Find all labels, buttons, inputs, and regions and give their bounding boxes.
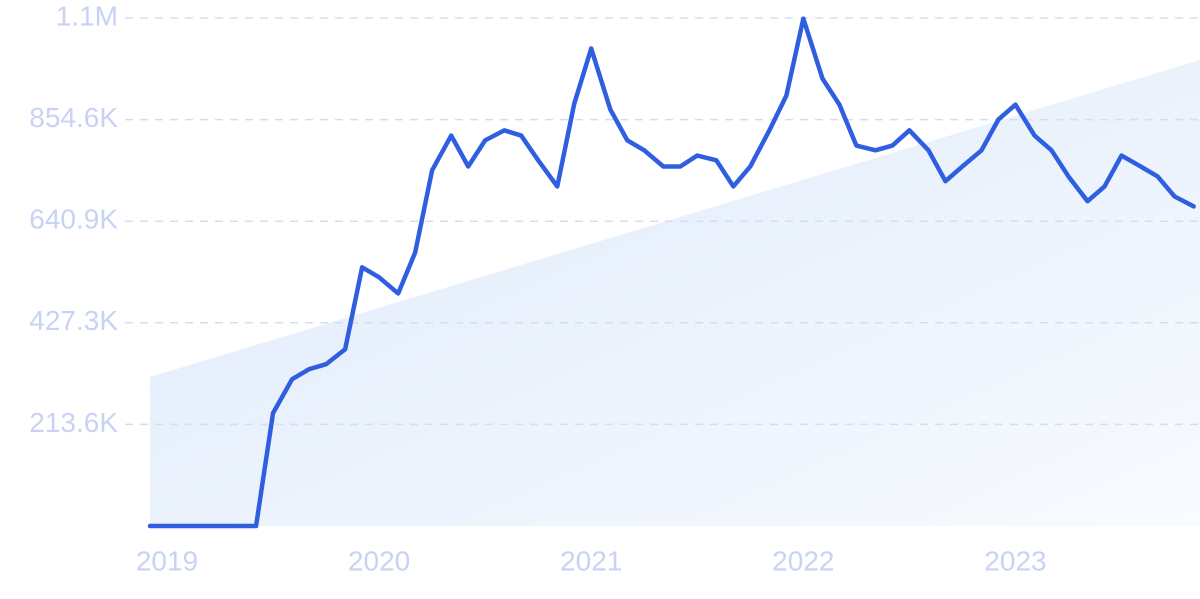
- y-tick-label: 1.1M: [56, 0, 118, 31]
- x-tick-label: 2022: [772, 545, 834, 576]
- y-tick-label: 427.3K: [29, 305, 118, 336]
- x-tick-label: 2019: [136, 545, 198, 576]
- y-tick-label: 640.9K: [29, 204, 118, 235]
- x-tick-label: 2021: [560, 545, 622, 576]
- y-tick-label: 854.6K: [29, 102, 118, 133]
- trend-area: [150, 60, 1200, 526]
- x-tick-label: 2020: [348, 545, 410, 576]
- x-tick-label: 2023: [984, 545, 1046, 576]
- data-line: [147, 16, 1196, 529]
- y-tick-label: 213.6K: [29, 407, 118, 438]
